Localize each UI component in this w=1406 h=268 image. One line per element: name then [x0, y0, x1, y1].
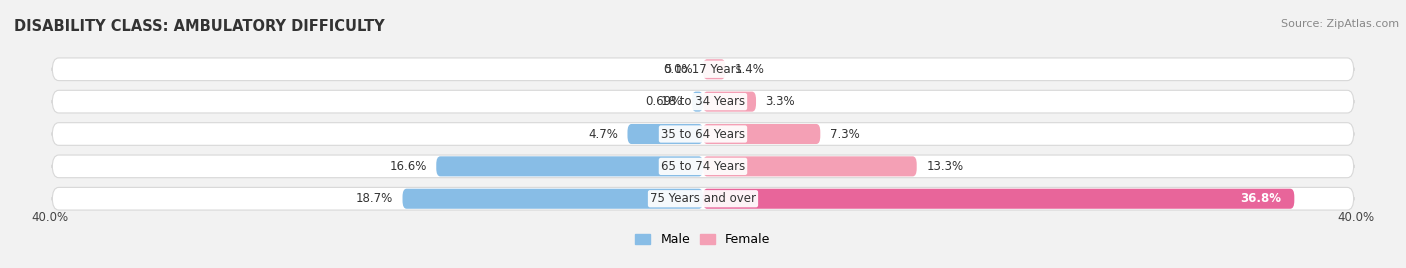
Text: 65 to 74 Years: 65 to 74 Years — [661, 160, 745, 173]
FancyBboxPatch shape — [692, 92, 703, 112]
Text: 75 Years and over: 75 Years and over — [650, 192, 756, 205]
Text: 18 to 34 Years: 18 to 34 Years — [661, 95, 745, 108]
FancyBboxPatch shape — [703, 124, 820, 144]
FancyBboxPatch shape — [402, 189, 703, 209]
FancyBboxPatch shape — [703, 156, 917, 176]
FancyBboxPatch shape — [52, 123, 1354, 145]
FancyBboxPatch shape — [627, 124, 703, 144]
FancyBboxPatch shape — [436, 156, 703, 176]
FancyBboxPatch shape — [52, 187, 1354, 210]
FancyBboxPatch shape — [703, 189, 1295, 209]
Text: DISABILITY CLASS: AMBULATORY DIFFICULTY: DISABILITY CLASS: AMBULATORY DIFFICULTY — [14, 19, 385, 34]
Text: 0.0%: 0.0% — [664, 63, 693, 76]
Text: 16.6%: 16.6% — [389, 160, 426, 173]
FancyBboxPatch shape — [52, 90, 1354, 113]
Text: 35 to 64 Years: 35 to 64 Years — [661, 128, 745, 140]
Text: 40.0%: 40.0% — [1337, 211, 1375, 224]
Text: 7.3%: 7.3% — [830, 128, 859, 140]
Text: 36.8%: 36.8% — [1240, 192, 1281, 205]
Text: 0.69%: 0.69% — [645, 95, 682, 108]
Text: 4.7%: 4.7% — [588, 128, 617, 140]
Legend: Male, Female: Male, Female — [630, 228, 776, 251]
FancyBboxPatch shape — [52, 58, 1354, 81]
Text: 13.3%: 13.3% — [927, 160, 963, 173]
Text: 5 to 17 Years: 5 to 17 Years — [665, 63, 741, 76]
FancyBboxPatch shape — [703, 92, 756, 112]
FancyBboxPatch shape — [52, 155, 1354, 178]
Text: 3.3%: 3.3% — [766, 95, 796, 108]
FancyBboxPatch shape — [703, 59, 725, 79]
Text: 40.0%: 40.0% — [31, 211, 69, 224]
Text: Source: ZipAtlas.com: Source: ZipAtlas.com — [1281, 19, 1399, 29]
Text: 1.4%: 1.4% — [735, 63, 765, 76]
Text: 18.7%: 18.7% — [356, 192, 392, 205]
